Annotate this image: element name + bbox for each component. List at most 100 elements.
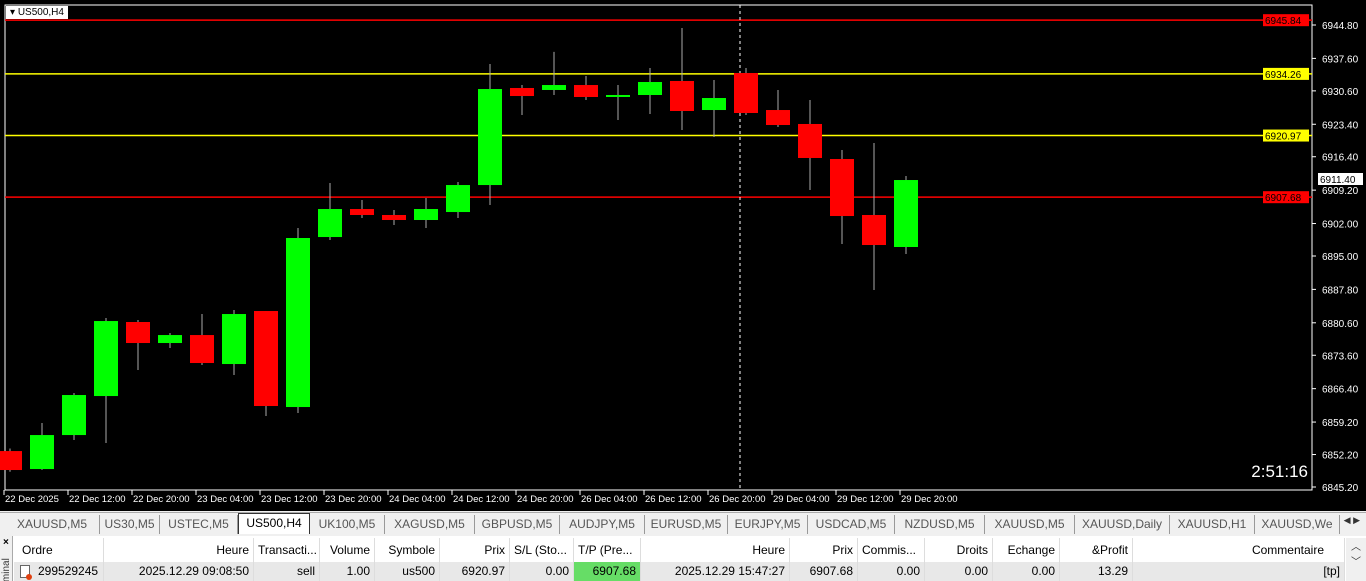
chart-tab[interactable]: EURUSD,M5 bbox=[645, 515, 728, 534]
price-tick-label: 6909.20 bbox=[1322, 186, 1359, 197]
candlestick-chart[interactable]: 6944.80 6937.60 6930.60 6923.40 6916.40 6909.… bbox=[0, 0, 1366, 511]
chart-tab[interactable]: US500,H4 bbox=[238, 513, 310, 534]
table-cell[interactable]: 299529245 bbox=[14, 562, 104, 581]
price-level-label: 6920.97 bbox=[1265, 132, 1302, 143]
table-cell[interactable]: [tp] bbox=[1133, 562, 1345, 581]
bear-candle bbox=[766, 110, 790, 126]
price-level-tag bbox=[1263, 14, 1309, 27]
price-tick-label: 6845.20 bbox=[1322, 483, 1359, 494]
bull-candle bbox=[158, 335, 182, 344]
bear-candle bbox=[0, 451, 22, 471]
bull-candle bbox=[94, 321, 118, 397]
time-tick-label: 26 Dec 20:00 bbox=[709, 494, 766, 505]
price-tick-label: 6937.60 bbox=[1322, 54, 1359, 65]
scroll-up-icon[interactable]: ︿ bbox=[1351, 542, 1361, 553]
close-icon[interactable]: × bbox=[3, 537, 9, 548]
table-cell[interactable]: 0.00 bbox=[925, 562, 993, 581]
chart-tab[interactable]: AUDJPY,M5 bbox=[560, 515, 645, 534]
price-level-label: 6934.26 bbox=[1265, 70, 1302, 81]
table-cell[interactable]: 13.29 bbox=[1060, 562, 1133, 581]
column-header[interactable]: Commis... bbox=[858, 538, 925, 562]
chart-tab[interactable]: USDCAD,M5 bbox=[808, 515, 895, 534]
bull-candle bbox=[286, 238, 310, 408]
chart-title: US500,H4 bbox=[17, 7, 64, 18]
column-header[interactable]: Prix bbox=[790, 538, 858, 562]
bear-candle bbox=[830, 159, 854, 217]
chart-tab[interactable]: XAUUSD,We bbox=[1255, 515, 1340, 534]
bear-candle bbox=[862, 214, 886, 246]
price-level-tag bbox=[1263, 191, 1309, 204]
bull-candle bbox=[318, 209, 342, 238]
price-level-label: 6945.84 bbox=[1265, 16, 1302, 27]
chart-tab[interactable]: NZDUSD,M5 bbox=[895, 515, 985, 534]
chart-tab[interactable]: XAGUSD,M5 bbox=[385, 515, 475, 534]
price-level-tag bbox=[1263, 129, 1309, 142]
table-cell[interactable]: us500 bbox=[375, 562, 440, 581]
time-tick-label: 29 Dec 04:00 bbox=[773, 494, 830, 505]
table-cell[interactable]: 0.00 bbox=[858, 562, 925, 581]
table-cell[interactable]: 6907.68 bbox=[790, 562, 858, 581]
chart-tab[interactable]: XAUUSD,Daily bbox=[1075, 515, 1170, 534]
chart-tab[interactable]: XAUUSD,M5 bbox=[5, 515, 100, 534]
bear-candle bbox=[670, 80, 694, 111]
price-tick-label: 6880.60 bbox=[1322, 319, 1359, 330]
bull-candle bbox=[638, 82, 662, 95]
column-header[interactable]: Heure bbox=[641, 538, 790, 562]
price-level-label: 6907.68 bbox=[1265, 193, 1302, 204]
bear-candle bbox=[510, 87, 534, 97]
table-cell[interactable]: 2025.12.29 09:08:50 bbox=[104, 562, 254, 581]
time-tick-label: 23 Dec 04:00 bbox=[197, 494, 254, 505]
order-document-icon bbox=[20, 565, 32, 580]
chart-tab[interactable]: GBPUSD,M5 bbox=[475, 515, 560, 534]
bear-candle bbox=[382, 214, 406, 221]
time-tick-label: 26 Dec 12:00 bbox=[645, 494, 702, 505]
column-header[interactable]: Prix bbox=[440, 538, 510, 562]
chart-tab[interactable]: UK100,M5 bbox=[310, 515, 385, 534]
column-header[interactable]: Heure bbox=[104, 538, 254, 562]
scroll-down-icon[interactable]: ﹀ bbox=[1351, 557, 1361, 568]
chart-tab[interactable]: USTEC,M5 bbox=[160, 515, 238, 534]
chart-window[interactable]: 6944.80 6937.60 6930.60 6923.40 6916.40 6909.… bbox=[0, 0, 1366, 511]
price-tick-label: 6944.80 bbox=[1322, 21, 1359, 32]
price-tick-label: 6873.60 bbox=[1322, 351, 1359, 362]
price-tick-label: 6887.80 bbox=[1322, 285, 1359, 296]
bear-candle bbox=[798, 123, 822, 158]
bull-candle bbox=[30, 435, 54, 470]
time-tick-label: 24 Dec 12:00 bbox=[453, 494, 510, 505]
price-tick-label: 6916.40 bbox=[1322, 153, 1359, 164]
chart-tab[interactable]: XAUUSD,H1 bbox=[1170, 515, 1255, 534]
bear-candle bbox=[254, 311, 278, 407]
chart-symbol-label[interactable]: ▾ US500,H4 bbox=[6, 6, 68, 19]
column-header[interactable]: &Profit bbox=[1060, 538, 1133, 562]
column-header[interactable]: Volume bbox=[320, 538, 375, 562]
column-header[interactable]: Echange bbox=[993, 538, 1060, 562]
chart-tab[interactable]: XAUUSD,M5 bbox=[985, 515, 1075, 534]
current-price-label: 6911.40 bbox=[1320, 175, 1356, 186]
time-tick-label: 26 Dec 04:00 bbox=[581, 494, 638, 505]
column-header[interactable]: Symbole bbox=[375, 538, 440, 562]
table-cell[interactable]: 0.00 bbox=[993, 562, 1060, 581]
table-cell[interactable]: 6920.97 bbox=[440, 562, 510, 581]
column-header[interactable]: Ordre bbox=[14, 538, 104, 562]
bull-candle bbox=[414, 209, 438, 221]
table-cell[interactable]: 2025.12.29 15:47:27 bbox=[641, 562, 790, 581]
chart-tab[interactable]: EURJPY,M5 bbox=[728, 515, 808, 534]
tab-scroll-arrows-icon[interactable]: ◀ ▶ bbox=[1343, 515, 1360, 525]
dropdown-triangle-icon: ▾ bbox=[10, 7, 18, 18]
bear-candle bbox=[574, 85, 598, 97]
chart-tabs: XAUUSD,M5 US30,M5 USTEC,M5 US500,H4 UK100,M5… bbox=[0, 512, 1366, 534]
column-header[interactable]: S/L (Sto... bbox=[510, 538, 574, 562]
column-header[interactable]: Transacti... bbox=[254, 538, 320, 562]
column-header[interactable]: Commentaire bbox=[1133, 538, 1345, 562]
time-tick-label: 24 Dec 20:00 bbox=[517, 494, 574, 505]
table-cell[interactable]: sell bbox=[254, 562, 320, 581]
table-cell[interactable]: 1.00 bbox=[320, 562, 375, 581]
column-header[interactable]: Droits bbox=[925, 538, 993, 562]
chart-tab[interactable]: US30,M5 bbox=[100, 515, 160, 534]
bear-candle bbox=[350, 209, 374, 215]
time-tick-label: 29 Dec 20:00 bbox=[901, 494, 958, 505]
column-header[interactable]: T/P (Pre... bbox=[574, 538, 641, 562]
scrollbar[interactable]: ︿ ﹀ bbox=[1346, 538, 1366, 581]
table-cell[interactable]: 0.00 bbox=[510, 562, 574, 581]
table-cell[interactable]: 6907.68 bbox=[574, 562, 641, 581]
